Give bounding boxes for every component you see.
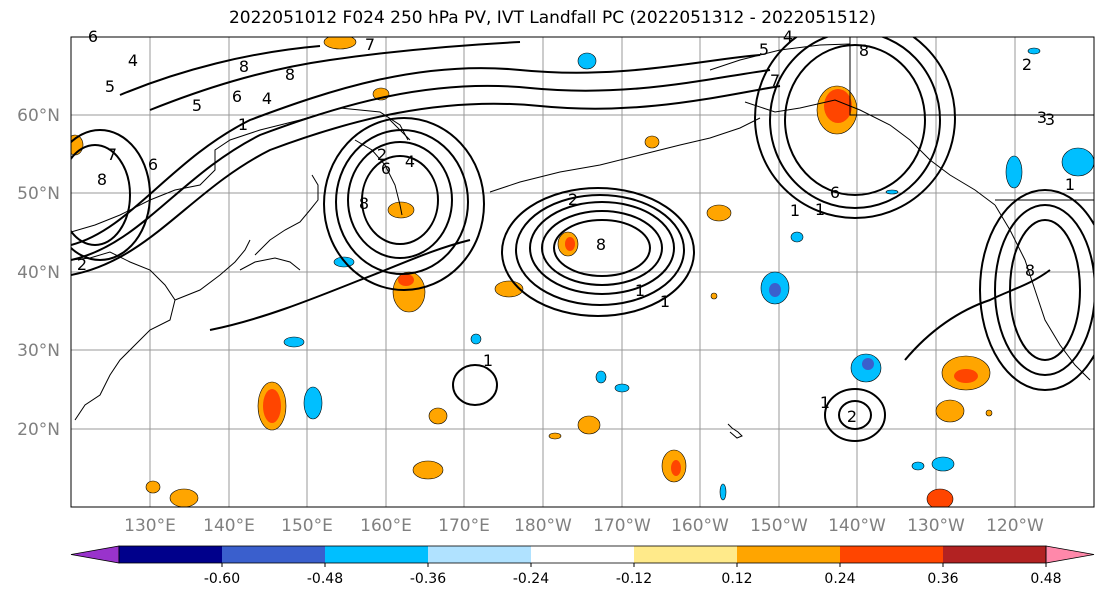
lat-label: 40°N: [17, 263, 60, 283]
colorbar-segment: [119, 546, 223, 563]
lon-label: 140°W: [828, 516, 886, 536]
contour-label: 7: [365, 35, 375, 54]
colorbar-extend-high: [1045, 545, 1095, 564]
colorbar-tick-label: 0.48: [1030, 571, 1061, 587]
colorbar-tick-label: -0.36: [410, 571, 446, 587]
contour-label: 1: [238, 115, 248, 134]
colorbar-tick-label: 0.12: [721, 571, 752, 587]
lon-label: 150°W: [750, 516, 808, 536]
contour-label: 8: [859, 41, 869, 60]
contour-label: 1: [483, 351, 493, 370]
lon-label: 170°E: [438, 516, 490, 536]
coastlines: [71, 37, 1094, 439]
lat-label: 20°N: [17, 420, 60, 440]
contour-label: 7: [770, 71, 780, 90]
longitude-labels: 130°E 140°E 150°E 160°E 170°E 180°W 170°…: [124, 516, 1044, 536]
contour-label: 8: [239, 57, 249, 76]
lon-label: 160°E: [360, 516, 412, 536]
colorbar: -0.60 -0.48 -0.36 -0.24 -0.12 0.12 0.24 0.36 0.4…: [70, 545, 1095, 587]
contour-label: 4: [405, 152, 415, 171]
colorbar-segment: [531, 546, 635, 563]
contour-label: 2: [377, 145, 387, 164]
ivt-shading: [71, 37, 1094, 507]
colorbar-segment: [840, 546, 944, 563]
colorbar-segment: [943, 546, 1047, 563]
lat-label: 60°N: [17, 106, 60, 126]
contour-label: 1: [1065, 175, 1075, 194]
contour-label: 8: [97, 170, 107, 189]
contour-label: 3: [1045, 110, 1055, 129]
contour-label: 1: [790, 201, 800, 220]
contour-label: 8: [359, 194, 369, 213]
contour-label: 8: [596, 235, 606, 254]
contour-label: 6: [381, 159, 391, 178]
contour-label: 3: [1037, 108, 1047, 127]
contour-label: 1: [660, 292, 670, 311]
contour-label: 4: [262, 89, 272, 108]
contour-label: 2: [1022, 55, 1032, 74]
contour-label: 6: [232, 87, 242, 106]
contour-label: 1: [820, 393, 830, 412]
latitude-labels: 60°N 50°N 40°N 30°N 20°N: [17, 106, 60, 440]
contour-label: 5: [759, 40, 769, 59]
colorbar-segment: [634, 546, 738, 563]
colorbar-segment: [428, 546, 532, 563]
colorbar-extend-low: [70, 545, 120, 564]
contour-label: 8: [285, 65, 295, 84]
lon-label: 170°W: [593, 516, 651, 536]
contour-label: 7: [107, 145, 117, 164]
colorbar-tick-label: 0.24: [824, 571, 855, 587]
lon-label: 130°E: [124, 516, 176, 536]
lon-label: 160°W: [671, 516, 729, 536]
contour-label: 2: [77, 255, 87, 274]
colorbar-tick-label: -0.24: [513, 571, 549, 587]
contour-label: 1: [635, 281, 645, 300]
lat-label: 50°N: [17, 184, 60, 204]
lon-label: 120°W: [986, 516, 1044, 536]
colorbar-tick-label: -0.60: [204, 571, 240, 587]
colorbar-tick-label: -0.12: [616, 571, 652, 587]
map-title: 2022051012 F024 250 hPa PV, IVT Landfall…: [228, 8, 876, 28]
contour-label: 6: [830, 183, 840, 202]
contour-label: 1: [815, 200, 825, 219]
contour-label: 2: [847, 407, 857, 426]
colorbar-outline: [118, 545, 1047, 564]
lon-label: 130°W: [907, 516, 965, 536]
colorbar-segment: [325, 546, 429, 563]
colorbar-tick-label: -0.48: [307, 571, 343, 587]
contour-label: 5: [192, 96, 202, 115]
colorbar-tick-label: 0.36: [927, 571, 958, 587]
lon-label: 180°W: [514, 516, 572, 536]
contour-label: 6: [148, 155, 158, 174]
contour-label: 8: [1025, 261, 1035, 280]
lon-label: 150°E: [281, 516, 333, 536]
map-frame: [70, 36, 1095, 508]
colorbar-segment: [737, 546, 841, 563]
pv-contours: [71, 37, 1094, 442]
colorbar-segment: [222, 546, 326, 563]
lat-label: 30°N: [17, 341, 60, 361]
contour-label: 2: [568, 190, 578, 209]
lon-label: 140°E: [203, 516, 255, 536]
contour-label: 4: [128, 51, 138, 70]
contour-label: 5: [105, 77, 115, 96]
